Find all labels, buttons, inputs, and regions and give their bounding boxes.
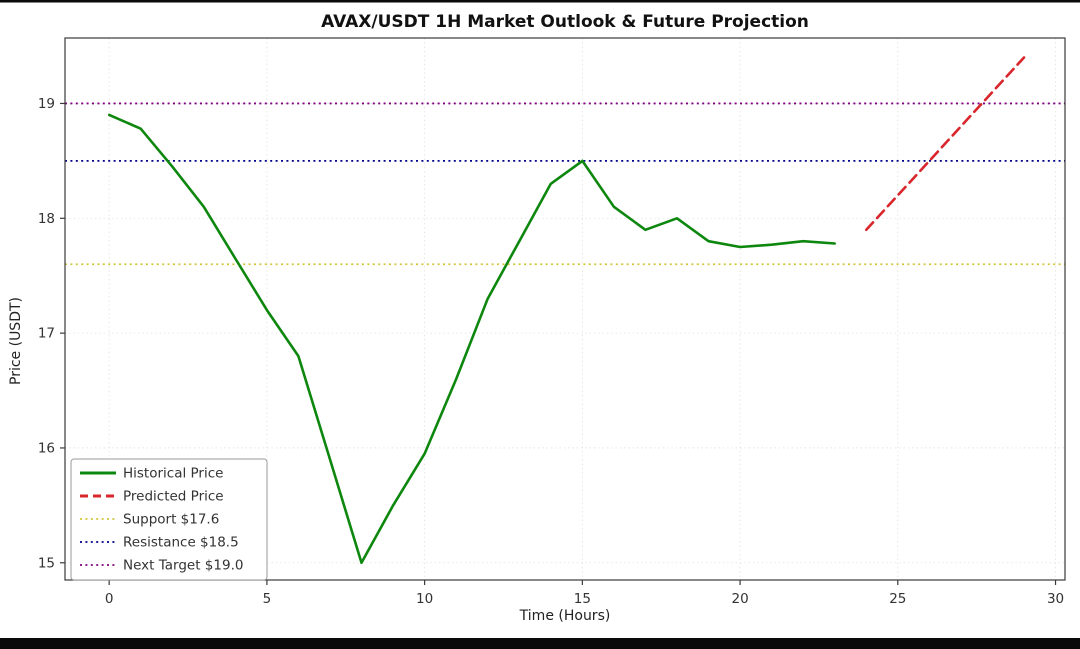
legend-item-label: Support $17.6 xyxy=(123,512,219,528)
x-tick-label: 10 xyxy=(416,591,433,607)
legend-box xyxy=(70,458,268,581)
legend-item: Resistance $18.5 xyxy=(80,535,239,551)
y-tick-label: 19 xyxy=(38,96,55,112)
legend-item-label: Historical Price xyxy=(123,466,223,482)
historical-price-line xyxy=(107,113,836,565)
y-tick-label: 18 xyxy=(38,211,55,227)
x-tick-label: 30 xyxy=(1047,591,1064,607)
y-tick-label: 17 xyxy=(38,326,55,342)
legend-item: Support $17.6 xyxy=(80,512,219,528)
axis-ticks: 0 5 10 15 20 25 30 15 16 17 18 19 xyxy=(38,96,1064,607)
x-tick-label: 15 xyxy=(574,591,591,607)
legend: Historical Price Predicted Price Support $… xyxy=(70,458,268,581)
y-tick-label: 15 xyxy=(38,555,55,571)
legend-item-label: Resistance $18.5 xyxy=(123,535,239,551)
x-tick-label: 5 xyxy=(263,591,272,607)
legend-item-label: Predicted Price xyxy=(123,489,224,505)
y-axis-label: Price (USDT) xyxy=(8,297,24,385)
reference-lines xyxy=(65,102,1065,266)
legend-item: Next Target $19.0 xyxy=(80,558,243,574)
y-tick-label: 16 xyxy=(38,440,55,456)
x-axis-label: Time (Hours) xyxy=(519,608,611,624)
chart-title: AVAX/USDT 1H Market Outlook & Future Pro… xyxy=(321,12,809,32)
x-tick-label: 20 xyxy=(731,591,748,607)
x-tick-label: 25 xyxy=(889,591,906,607)
top-border-bar xyxy=(0,0,1080,3)
legend-item: Historical Price xyxy=(80,466,223,482)
bottom-border-bar xyxy=(0,638,1080,649)
price-series xyxy=(107,56,1026,565)
legend-item-label: Next Target $19.0 xyxy=(123,558,243,574)
predicted-price-line xyxy=(865,56,1026,232)
legend-item: Predicted Price xyxy=(80,489,224,505)
plot-border xyxy=(64,37,1066,581)
x-tick-label: 0 xyxy=(105,591,114,607)
